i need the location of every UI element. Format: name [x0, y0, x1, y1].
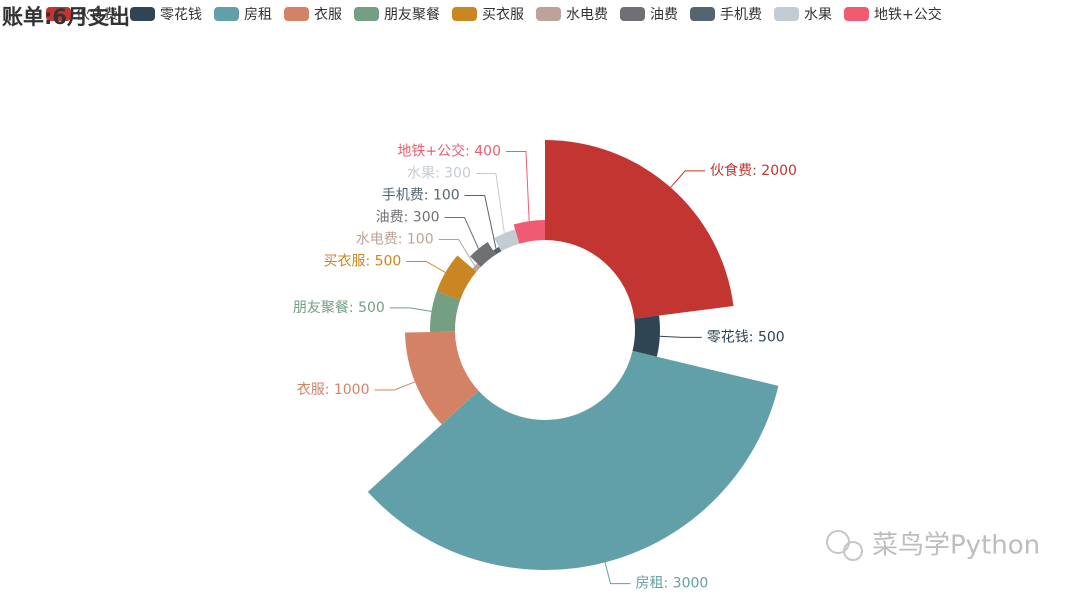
- legend-label: 手机费: [720, 7, 762, 23]
- data-label: 油费: 300: [376, 210, 440, 226]
- data-label: 买衣服: 500: [323, 254, 401, 270]
- rose-slice: [470, 242, 496, 267]
- data-label: 地铁+公交: 400: [397, 143, 501, 160]
- legend-label: 水电费: [566, 7, 608, 23]
- legend-icon: [620, 7, 645, 21]
- legend-label: 衣服: [314, 7, 342, 23]
- legend-label: 地铁+公交: [874, 6, 942, 23]
- legend-icon: [284, 7, 309, 21]
- data-label: 衣服: 1000: [297, 382, 370, 398]
- watermark: 菜鸟学Python: [826, 530, 1040, 561]
- label-line: [374, 381, 416, 391]
- label-line: [438, 239, 476, 267]
- rose-slice: [513, 220, 545, 244]
- legend-icon: [46, 7, 71, 21]
- label-line: [475, 173, 505, 234]
- label-line: [389, 307, 432, 312]
- legend-icon: [844, 7, 869, 21]
- legend-label: 水果: [804, 7, 832, 23]
- rose-slice: [494, 229, 520, 252]
- data-label: 朋友聚餐: 500: [293, 300, 385, 316]
- rose-slice: [545, 140, 734, 319]
- rose-slice: [367, 350, 779, 570]
- label-line: [444, 217, 479, 249]
- legend-icon: [774, 7, 799, 21]
- legend-label: 买衣服: [482, 7, 524, 23]
- legend-label: 伙食费: [76, 6, 118, 23]
- rose-slice: [436, 255, 477, 300]
- data-label: 零花钱: 500: [707, 329, 785, 345]
- legend-icon: [130, 7, 155, 21]
- legend-icon: [354, 7, 379, 21]
- legend-label: 油费: [650, 7, 678, 23]
- label-line: [604, 562, 631, 585]
- data-label: 手机费: 100: [382, 188, 460, 204]
- data-label: 房租: 3000: [636, 576, 709, 592]
- rose-slice: [632, 315, 661, 357]
- watermark-icon: [826, 530, 850, 554]
- rose-slice: [405, 331, 479, 425]
- legend-icon: [690, 7, 715, 21]
- label-line: [670, 170, 706, 188]
- legend-icon: [536, 7, 561, 21]
- rose-slice: [472, 263, 481, 272]
- legend-icon: [452, 7, 477, 21]
- label-line: [406, 261, 446, 273]
- data-label: 伙食费: 2000: [710, 162, 797, 179]
- chart-title: 账单:6月支出: [2, 5, 130, 29]
- legend-icon: [214, 7, 239, 21]
- pie: [367, 140, 779, 570]
- legend: 伙食费 零花钱 房租 衣服 朋友聚餐 买衣服 水电费 油费 手机费 水果 地铁+公交: [46, 6, 942, 23]
- data-label: 水果: 300: [407, 166, 471, 182]
- rose-slice: [430, 291, 461, 333]
- rose-slice: [493, 246, 502, 255]
- data-label: 水电费: 100: [356, 232, 434, 248]
- watermark-icon: [843, 541, 863, 561]
- label-line: [659, 335, 702, 338]
- legend-label: 房租: [244, 7, 272, 23]
- label-line: [464, 195, 497, 249]
- legend-label: 零花钱: [160, 7, 202, 23]
- label-line: [506, 151, 530, 222]
- legend-label: 朋友聚餐: [384, 7, 440, 23]
- watermark-text: 菜鸟学Python: [872, 531, 1040, 561]
- labels: 伙食费: 2000 零花钱: 500 房租: 3000 衣服: 1000 朋友聚餐: 5…: [293, 143, 797, 592]
